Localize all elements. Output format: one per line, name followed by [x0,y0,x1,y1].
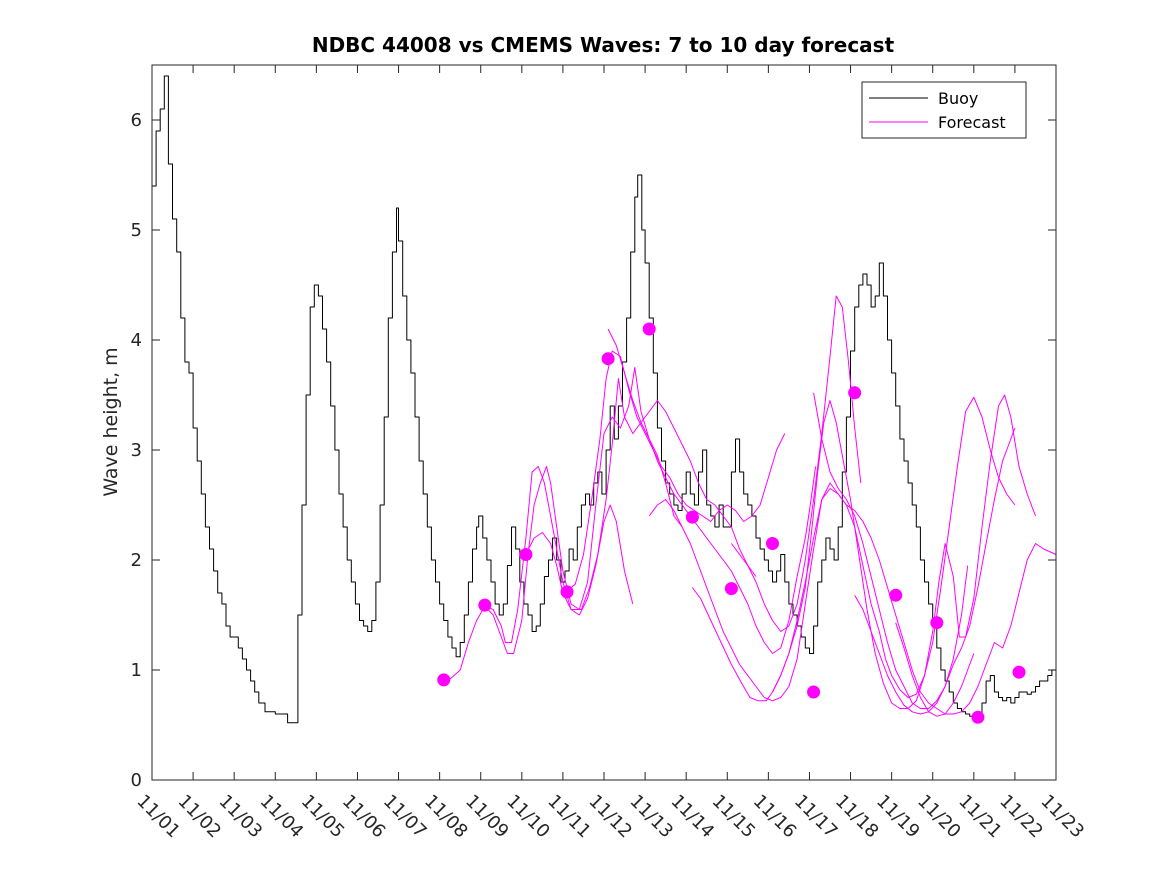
forecast-start-marker [889,588,903,602]
y-tick-label: 1 [131,660,142,681]
forecast-start-marker [437,673,451,687]
plot-frame [151,64,1057,781]
y-tick-label: 2 [131,550,142,571]
series-forecast-line [566,350,786,592]
legend-box [861,81,1027,139]
chart-title: NDBC 44008 vs CMEMS Waves: 7 to 10 day f… [312,33,895,57]
forecast-start-marker [930,616,944,630]
series-forecast-line [772,394,1036,709]
forecast-start-marker [685,510,699,524]
series-forecast-line [691,396,1016,702]
series-forecast-line [730,295,862,632]
y-axis-label: Wave height, m [100,347,122,496]
series-forecast-line [607,328,817,654]
forecast-start-marker [971,710,985,724]
legend-forecast-label: Forecast [938,113,1006,132]
legend-buoy-label: Buoy [938,89,978,108]
forecast-start-marker [765,537,779,550]
series-buoy-line [152,75,1057,724]
y-tick-labels: 0 1 2 3 4 5 6 [131,110,142,791]
y-tick-label: 0 [131,770,142,791]
series-forecast-line [854,565,969,715]
forecast-start-marker [642,322,656,336]
forecast-start-marker [560,585,574,599]
forecast-start-marker [724,582,738,596]
forecast-start-marker [807,685,821,699]
series-forecast-line [895,622,975,717]
y-tick-label: 6 [131,110,142,131]
y-tick-label: 5 [131,220,142,241]
series-forecast-line [813,392,1016,709]
y-tick-label: 4 [131,330,142,351]
marker-layer [437,322,1026,724]
series-forecast-line [484,367,683,654]
y-tick-label: 3 [131,440,142,461]
forecast-start-marker [478,598,492,612]
forecast-start-marker [848,386,862,400]
forecast-start-marker [519,548,533,561]
forecast-start-marker [1012,665,1026,679]
axis-ticks [151,65,1057,781]
legend: Buoy Forecast [861,81,1027,139]
forecast-start-marker [601,352,615,366]
plot-area [152,65,1056,780]
